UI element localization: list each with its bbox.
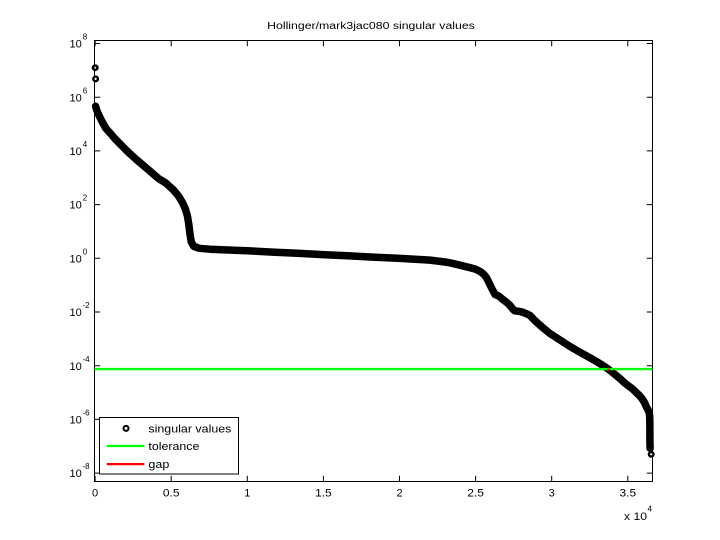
svg-text:2: 2 xyxy=(396,488,402,500)
svg-text:3.5: 3.5 xyxy=(620,488,637,500)
svg-text:10: 10 xyxy=(70,415,82,427)
svg-text:0: 0 xyxy=(83,247,88,256)
svg-text:10: 10 xyxy=(70,146,82,158)
svg-text:0: 0 xyxy=(92,488,98,500)
svg-text:10: 10 xyxy=(70,253,82,265)
svg-text:-8: -8 xyxy=(83,462,91,471)
svg-text:2.5: 2.5 xyxy=(467,488,484,500)
svg-text:10: 10 xyxy=(70,361,82,373)
svg-text:2: 2 xyxy=(83,194,88,203)
svg-text:6: 6 xyxy=(83,86,88,95)
svg-text:-6: -6 xyxy=(83,409,91,418)
svg-text:-4: -4 xyxy=(83,355,91,364)
svg-text:10: 10 xyxy=(70,200,82,212)
svg-text:4: 4 xyxy=(83,140,88,149)
svg-text:1: 1 xyxy=(244,488,250,500)
svg-text:1.5: 1.5 xyxy=(315,488,332,500)
svg-text:x 10: x 10 xyxy=(624,511,647,523)
svg-text:10: 10 xyxy=(70,468,82,480)
svg-text:10: 10 xyxy=(70,39,82,51)
svg-text:3: 3 xyxy=(549,488,555,500)
svg-text:8: 8 xyxy=(83,33,88,42)
svg-text:10: 10 xyxy=(70,92,82,104)
svg-text:-2: -2 xyxy=(83,301,91,310)
svg-text:Hollinger/mark3jac080 singular: Hollinger/mark3jac080 singular values xyxy=(267,21,475,32)
svg-text:gap: gap xyxy=(148,459,169,471)
svg-text:tolerance: tolerance xyxy=(148,441,199,453)
svg-text:singular values: singular values xyxy=(148,423,232,435)
svg-text:10: 10 xyxy=(70,307,82,319)
svg-text:0.5: 0.5 xyxy=(163,488,180,500)
svg-text:4: 4 xyxy=(648,505,653,514)
